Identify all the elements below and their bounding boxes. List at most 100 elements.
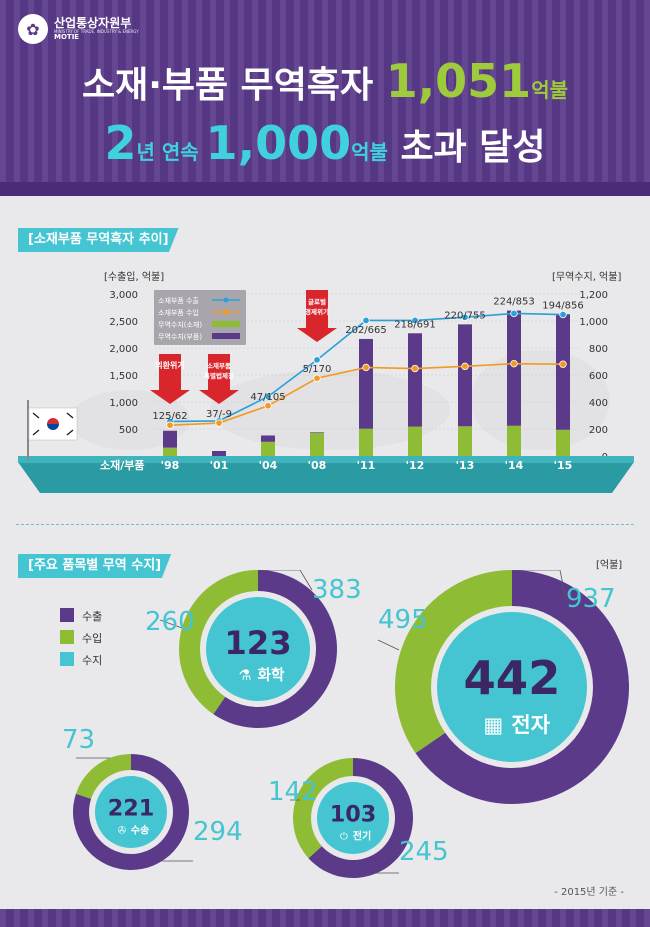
balance-value: 123 xyxy=(224,624,291,662)
legend-swatch xyxy=(212,333,240,339)
x-tick-label: '04 xyxy=(259,459,278,472)
import-value: 73 xyxy=(62,725,95,755)
legend-label: 무역수지(소재) xyxy=(158,320,202,329)
x-tick-label: '13 xyxy=(456,459,475,472)
item-label: 전기 xyxy=(353,830,372,843)
line-point xyxy=(264,402,272,410)
legend-label: 소재부품 수입 xyxy=(158,309,199,317)
bar-parts xyxy=(261,435,275,442)
export-value: 294 xyxy=(193,817,243,847)
org-sub: MINISTRY OF TRADE, INDUSTRY & ENERGY xyxy=(54,28,139,34)
bar-parts xyxy=(458,324,472,427)
balance-value: 221 xyxy=(108,795,155,821)
x-tick-label: '11 xyxy=(357,459,376,472)
bar-material xyxy=(408,426,422,456)
callout-line xyxy=(512,570,567,601)
arrow-marker xyxy=(150,354,190,404)
legend-swatch xyxy=(212,321,240,327)
ship-label: 소재/부품 xyxy=(100,458,145,472)
line-point xyxy=(559,360,567,368)
bar-value-label: 37/-9 xyxy=(206,409,232,420)
left-tick-label: 500 xyxy=(119,425,138,436)
left-tick-label: 3,000 xyxy=(109,290,138,301)
right-tick-label: 1,000 xyxy=(579,317,608,328)
donut-center xyxy=(437,612,587,762)
line-point xyxy=(510,359,518,368)
left-tick-label: 1,000 xyxy=(109,398,138,409)
arrow-label: 글로벌 xyxy=(308,297,326,306)
bar-parts xyxy=(408,333,422,427)
footer-band xyxy=(0,909,650,927)
line-point xyxy=(362,316,370,325)
right-tick-label: 1,200 xyxy=(579,290,608,301)
arrow-label: 경제위기 xyxy=(305,307,329,316)
legend-swatch xyxy=(223,297,229,303)
bar-parts xyxy=(359,338,373,429)
title-line-1: 소재·부품 무역흑자 1,051억불 xyxy=(81,54,569,108)
line-point xyxy=(411,316,419,325)
bar-material xyxy=(458,426,472,456)
donut-center xyxy=(206,597,310,701)
emblem-icon: ✿ xyxy=(18,14,48,44)
bar-parts xyxy=(556,314,570,430)
section-divider xyxy=(16,524,634,525)
legend-label: 무역수지(부품) xyxy=(158,332,202,341)
org-name: 산업통상자원부 xyxy=(54,15,132,30)
balance-value: 442 xyxy=(463,651,560,705)
line-point xyxy=(559,310,567,319)
item-icon: ⚗ xyxy=(238,667,251,684)
bar-value-label: 220/755 xyxy=(444,310,486,321)
item-icon: ⏻ xyxy=(340,832,348,843)
bar-material xyxy=(556,429,570,456)
arrow-marker xyxy=(199,354,239,404)
line-point xyxy=(411,364,419,373)
line-point xyxy=(510,309,518,318)
x-tick-label: '98 xyxy=(161,459,180,472)
line-point xyxy=(166,421,174,429)
right-axis-label: [무역수지, 억불] xyxy=(552,271,621,283)
export-value: 937 xyxy=(566,584,616,614)
right-tick-label: 400 xyxy=(589,398,608,409)
legend-label: 수지 xyxy=(82,654,102,667)
line-point xyxy=(461,362,469,371)
left-axis-label: [수출입, 억불] xyxy=(104,270,164,283)
bar-material xyxy=(359,428,373,456)
bar-material xyxy=(163,447,177,456)
item-icon: ✇ xyxy=(118,826,126,837)
legend-label: 수입 xyxy=(82,632,102,645)
bar-parts xyxy=(310,432,324,434)
legend-swatch xyxy=(60,608,74,622)
bar-value-label: 194/856 xyxy=(542,300,584,311)
left-tick-label: 2,500 xyxy=(109,317,138,328)
korea-flag-icon xyxy=(27,400,78,460)
bar-material xyxy=(261,441,275,456)
callout-line xyxy=(377,639,400,651)
right-tick-label: 200 xyxy=(589,425,608,436)
footnote: - 2015년 기준 - xyxy=(554,887,624,898)
header-banner: ✿ 산업통상자원부 MINISTRY OF TRADE, INDUSTRY & … xyxy=(0,0,650,196)
callout-line xyxy=(159,619,183,629)
donut-center xyxy=(95,776,167,848)
bar-value-label: 5/170 xyxy=(303,364,332,375)
import-value: 142 xyxy=(268,777,318,807)
import-value: 260 xyxy=(145,607,195,637)
x-tick-label: '14 xyxy=(505,459,524,472)
org-en: MOTIE xyxy=(54,32,80,41)
import-value: 495 xyxy=(378,605,428,635)
left-tick-label: 2,000 xyxy=(109,344,138,355)
ship-hull xyxy=(18,456,634,493)
item-label: 화학 xyxy=(258,667,285,684)
trade-surplus-trend-chart: [수출입, 억불] [무역수지, 억불] 3,000 2,500 2,000 1,50… xyxy=(18,270,634,493)
right-tick-label: 600 xyxy=(589,371,608,382)
legend-swatch xyxy=(223,309,229,315)
line-point xyxy=(215,419,223,427)
callout-line xyxy=(258,570,313,591)
balance-value: 103 xyxy=(330,801,377,827)
section-title-items: [주요 품목별 무역 수지] xyxy=(18,554,172,578)
bar-parts xyxy=(163,430,177,448)
legend-box xyxy=(154,290,246,345)
left-tick-label: 1,500 xyxy=(109,371,138,382)
legend-swatch xyxy=(60,630,74,644)
donut-center xyxy=(317,782,389,854)
bar-material xyxy=(310,433,324,456)
